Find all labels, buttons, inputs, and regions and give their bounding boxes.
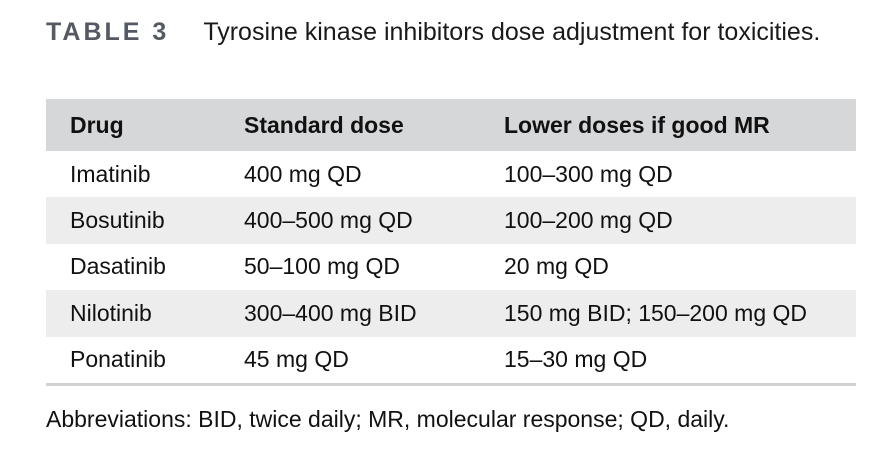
table-row: Bosutinib 400–500 mg QD 100–200 mg QD: [46, 197, 856, 244]
cell-standard-dose: 50–100 mg QD: [244, 253, 400, 280]
cell-lower-doses: 15–30 mg QD: [504, 336, 856, 386]
table-header: Drug Standard dose Lower doses if good M…: [46, 99, 856, 151]
cell-drug: Bosutinib: [70, 207, 165, 234]
cell-drug: Dasatinib: [70, 253, 166, 280]
table-title: Tyrosine kinase inhibitors dose adjustme…: [203, 18, 821, 46]
table-body: Imatinib 400 mg QD 100–300 mg QD Bosutin…: [46, 151, 856, 386]
cell-drug: Nilotinib: [70, 299, 152, 326]
table-row: Ponatinib 45 mg QD 15–30 mg QD: [46, 336, 856, 386]
cell-lower-doses: 100–200 mg QD: [504, 207, 673, 234]
dose-adjustment-table: Drug Standard dose Lower doses if good M…: [46, 99, 856, 386]
header-lower-doses: Lower doses if good MR: [504, 111, 770, 138]
cell-standard-dose: 45 mg QD: [244, 336, 504, 386]
table-caption: TABLE 3 Tyrosine kinase inhibitors dose a…: [46, 14, 846, 51]
table-row: Dasatinib 50–100 mg QD 20 mg QD: [46, 244, 856, 290]
cell-lower-doses: 20 mg QD: [504, 253, 609, 280]
table-row: Imatinib 400 mg QD 100–300 mg QD: [46, 151, 856, 197]
table-row: Nilotinib 300–400 mg BID 150 mg BID; 150…: [46, 290, 856, 337]
table-footnote: Abbreviations: BID, twice daily; MR, mol…: [46, 406, 730, 432]
table-label: TABLE 3: [46, 18, 170, 46]
cell-lower-doses: 100–300 mg QD: [504, 160, 673, 187]
cell-standard-dose: 300–400 mg BID: [244, 299, 417, 326]
cell-lower-doses: 150 mg BID; 150–200 mg QD: [504, 299, 807, 326]
cell-drug: Imatinib: [70, 160, 151, 187]
cell-standard-dose: 400 mg QD: [244, 160, 362, 187]
header-standard-dose: Standard dose: [244, 111, 404, 138]
cell-standard-dose: 400–500 mg QD: [244, 207, 413, 234]
header-drug: Drug: [70, 111, 124, 138]
header-row: Drug Standard dose Lower doses if good M…: [46, 99, 856, 151]
cell-drug: Ponatinib: [46, 336, 244, 386]
